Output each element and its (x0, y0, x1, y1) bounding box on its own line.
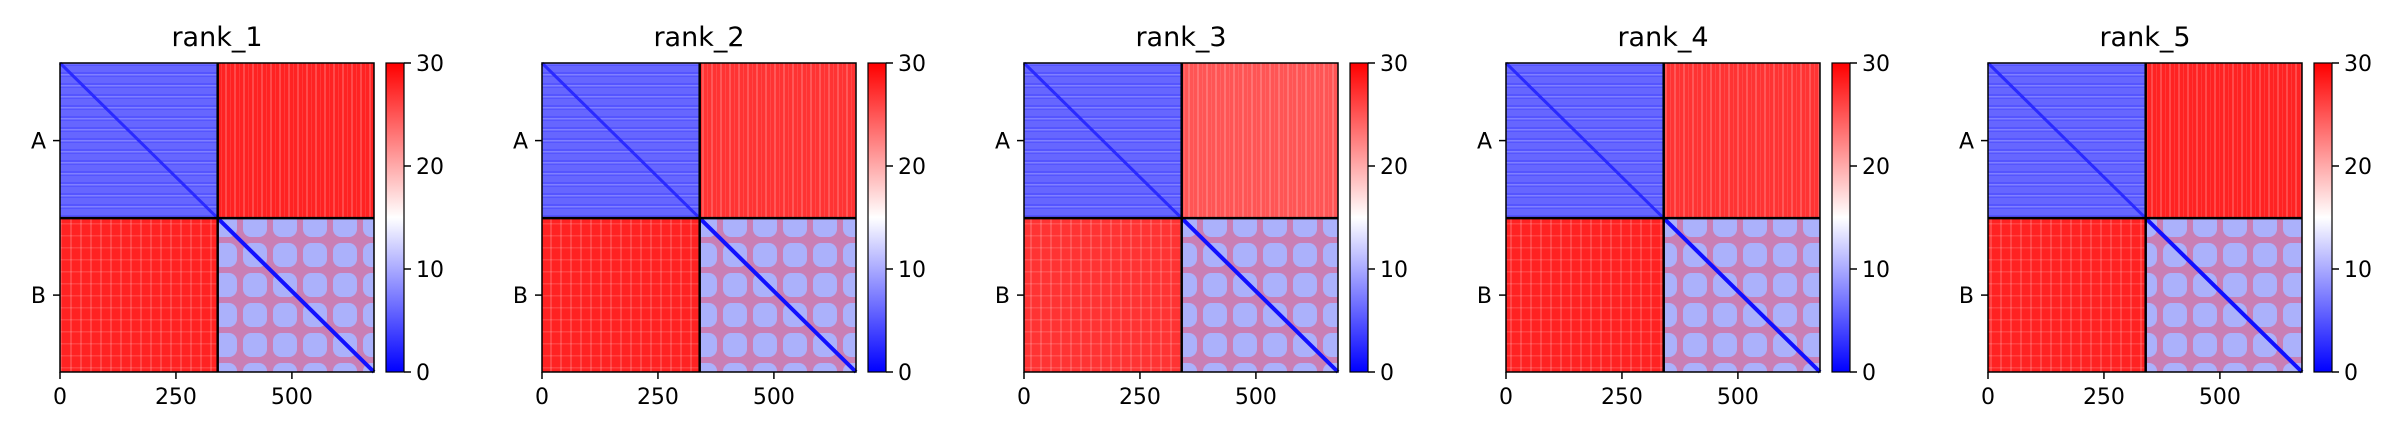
colorbar-tick-label: 30 (898, 52, 926, 77)
panel-rank_1: rank_1 A B 0 250 500 0 10 20 30 (31, 22, 444, 410)
heatmap-frame (1505, 62, 1821, 373)
y-tick-label: B (1477, 284, 1492, 309)
diagonal-A (58, 61, 219, 220)
colorbar-frame (1349, 62, 1369, 373)
colorbar-tick-label: 30 (1380, 52, 1408, 77)
colorbar-tick-label: 30 (2344, 52, 2372, 77)
x-tick-label: 500 (271, 385, 313, 410)
y-tick-label: B (995, 284, 1010, 309)
heatmap-texture-B-A (60, 218, 218, 372)
panel-title: rank_4 (1617, 22, 1708, 53)
x-tick-label: 500 (1717, 385, 1759, 410)
heatmap-frame (541, 62, 857, 373)
panel-title: rank_1 (171, 22, 262, 53)
colorbar-tick-label: 0 (898, 361, 912, 386)
y-tick-label: B (1959, 284, 1974, 309)
colorbar (1832, 63, 1850, 372)
heatmap-texture-A-B (1663, 63, 1820, 219)
diagonal-A (540, 61, 701, 220)
colorbar-tick-label: 20 (898, 155, 926, 180)
colorbar-tick-label: 10 (416, 258, 444, 283)
diagonal-B (698, 216, 858, 374)
x-tick-label: 0 (535, 385, 549, 410)
heatmap-frame (1023, 62, 1339, 373)
x-tick-label: 0 (1981, 385, 1995, 410)
diagonal-B (1180, 216, 1340, 374)
heatmap-texture-A-B (2145, 63, 2302, 219)
x-tick-label: 250 (155, 385, 197, 410)
x-tick-label: 0 (1017, 385, 1031, 410)
colorbar-frame (2313, 62, 2333, 373)
panel-title: rank_3 (1135, 22, 1226, 53)
colorbar-tick-label: 30 (416, 52, 444, 77)
colorbar-tick-label: 10 (898, 258, 926, 283)
heatmap-frame (59, 62, 375, 373)
heatmap-texture-A-B (1181, 63, 1338, 219)
colorbar (2314, 63, 2332, 372)
colorbar (1350, 63, 1368, 372)
diagonal-A (1022, 61, 1183, 220)
colorbar-tick-label: 0 (416, 361, 430, 386)
colorbar-tick-label: 0 (1380, 361, 1394, 386)
colorbar-tick-label: 10 (1380, 258, 1408, 283)
x-tick-label: 0 (53, 385, 67, 410)
heatmap-texture-B-A (1506, 218, 1664, 372)
y-tick-label: B (513, 284, 528, 309)
panel-rank_2: rank_2 A B 0 250 500 0 10 20 30 (513, 22, 926, 410)
x-tick-label: 250 (1119, 385, 1161, 410)
colorbar-tick-label: 0 (1862, 361, 1876, 386)
heatmap-texture-B-A (542, 218, 700, 372)
y-tick-label: A (1477, 130, 1492, 155)
colorbar-frame (1831, 62, 1851, 373)
colorbar-tick-label: 20 (1862, 155, 1890, 180)
heatmap-texture-B-A (1024, 218, 1182, 372)
y-tick-label: A (995, 130, 1010, 155)
x-tick-label: 0 (1499, 385, 1513, 410)
heatmap-frame (1987, 62, 2303, 373)
diagonal-B (216, 216, 376, 374)
colorbar-tick-label: 10 (2344, 258, 2372, 283)
panel-title: rank_5 (2099, 22, 2190, 53)
panel-rank_5: rank_5 A B 0 250 500 0 10 20 30 (1959, 22, 2372, 410)
colorbar-frame (867, 62, 887, 373)
colorbar-tick-label: 10 (1862, 258, 1890, 283)
colorbar-tick-label: 0 (2344, 361, 2358, 386)
diagonal-A (1504, 61, 1665, 220)
heatmap-texture-A-B (217, 63, 374, 219)
colorbar (386, 63, 404, 372)
colorbar-tick-label: 20 (1380, 155, 1408, 180)
colorbar-tick-label: 20 (416, 155, 444, 180)
x-tick-label: 500 (753, 385, 795, 410)
diagonal-A (1986, 61, 2147, 220)
heatmap-texture-B-A (1988, 218, 2146, 372)
x-tick-label: 500 (1235, 385, 1277, 410)
x-tick-label: 250 (637, 385, 679, 410)
heatmap-texture-A-B (699, 63, 856, 219)
y-tick-label: A (31, 130, 46, 155)
x-tick-label: 250 (2083, 385, 2125, 410)
panel-title: rank_2 (653, 22, 744, 53)
panel-rank_4: rank_4 A B 0 250 500 0 10 20 30 (1477, 22, 1890, 410)
colorbar (868, 63, 886, 372)
x-tick-label: 250 (1601, 385, 1643, 410)
colorbar-frame (385, 62, 405, 373)
y-tick-label: A (1959, 130, 1974, 155)
colorbar-tick-label: 20 (2344, 155, 2372, 180)
y-tick-label: B (31, 284, 46, 309)
y-tick-label: A (513, 130, 528, 155)
x-tick-label: 500 (2199, 385, 2241, 410)
panel-rank_3: rank_3 A B 0 250 500 0 10 20 30 (995, 22, 1408, 410)
diagonal-B (2144, 216, 2304, 374)
diagonal-B (1662, 216, 1822, 374)
colorbar-tick-label: 30 (1862, 52, 1890, 77)
